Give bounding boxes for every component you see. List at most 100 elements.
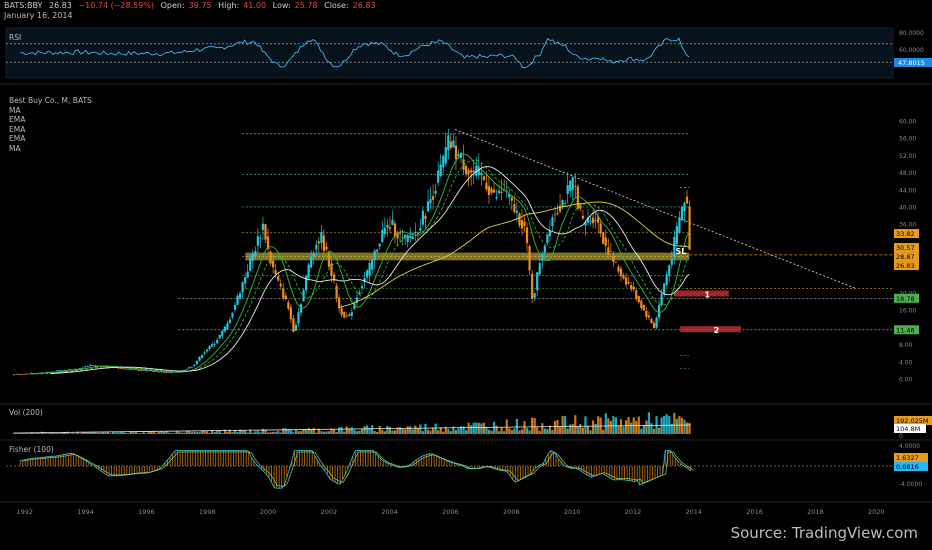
price-tick: 52.00 bbox=[899, 153, 916, 160]
candle-body bbox=[251, 253, 254, 261]
candle-body bbox=[86, 366, 89, 367]
volume-bar bbox=[86, 432, 89, 434]
candle-body bbox=[495, 196, 498, 199]
volume-bar bbox=[208, 432, 211, 434]
volume-bar bbox=[56, 433, 59, 434]
volume-bar bbox=[249, 429, 252, 434]
candle-body bbox=[437, 170, 440, 183]
legend-title[interactable]: Best Buy Co., M, BATS bbox=[9, 96, 92, 105]
candle-body bbox=[429, 199, 432, 204]
candle-body bbox=[635, 290, 638, 299]
candle-body bbox=[391, 219, 394, 225]
x-axis-tick: 2012 bbox=[625, 508, 642, 516]
volume-badge-2-text: 104.8M bbox=[896, 425, 920, 433]
candle-body bbox=[642, 305, 645, 311]
candle-body bbox=[338, 297, 341, 309]
volume-bar bbox=[564, 416, 567, 434]
price-tick: 16.00 bbox=[899, 308, 916, 315]
legend-ema-3[interactable]: EMA bbox=[9, 134, 26, 143]
volume-bar bbox=[53, 432, 56, 434]
volume-bar bbox=[320, 431, 323, 434]
candle-body bbox=[599, 223, 602, 234]
volume-bar bbox=[162, 432, 166, 434]
volume-bar bbox=[289, 430, 292, 434]
candle-body bbox=[167, 372, 171, 373]
x-axis-tick: 2020 bbox=[868, 508, 885, 516]
candle-body bbox=[439, 164, 442, 176]
open-label: Open: bbox=[160, 1, 185, 10]
candle-body bbox=[538, 263, 541, 275]
candle-body bbox=[350, 312, 353, 316]
candle-body bbox=[355, 297, 359, 303]
candle-body bbox=[213, 343, 216, 345]
volume-bar bbox=[447, 429, 450, 434]
candle-body bbox=[551, 217, 554, 227]
symbol-name[interactable]: BATS:BBY bbox=[4, 1, 43, 10]
legend-ema-2[interactable]: EMA bbox=[9, 124, 26, 134]
candle-body bbox=[147, 370, 150, 372]
candle-body bbox=[556, 212, 559, 215]
volume-bar bbox=[409, 426, 412, 434]
candle-body bbox=[96, 365, 99, 367]
candle-body bbox=[533, 293, 536, 298]
candle-body bbox=[89, 364, 92, 366]
candle-body bbox=[477, 166, 480, 175]
candle-body bbox=[76, 368, 79, 370]
candle-body bbox=[256, 236, 259, 246]
volume-bar bbox=[434, 423, 437, 434]
candle-body bbox=[614, 262, 618, 263]
volume-bar bbox=[551, 429, 554, 434]
volume-bar bbox=[640, 428, 643, 434]
volume-bar bbox=[442, 431, 445, 434]
volume-bar bbox=[513, 428, 516, 434]
candle-body bbox=[129, 368, 132, 370]
low-label: Low: bbox=[272, 1, 291, 10]
candle-body bbox=[127, 368, 130, 370]
volume-bar bbox=[617, 425, 620, 434]
volume-bar bbox=[211, 430, 214, 434]
fisher-badge-1-text: 1.6327 bbox=[896, 454, 919, 462]
volume-bar bbox=[345, 426, 348, 434]
candle-body bbox=[482, 176, 485, 180]
volume-bar bbox=[528, 430, 531, 434]
volume-bar bbox=[294, 430, 298, 434]
candle-body bbox=[30, 372, 33, 374]
legend-ema-1[interactable]: EMA bbox=[9, 115, 26, 124]
candle-body bbox=[94, 365, 97, 367]
candle-body bbox=[619, 268, 623, 277]
fisher-trigger-line bbox=[23, 451, 694, 487]
volume-bar bbox=[79, 433, 82, 434]
candle-body bbox=[607, 247, 610, 256]
rsi-tick: 60.0000 bbox=[899, 47, 924, 54]
symbol-header: BATS:BBY 26.83 −10.74 (−28.59%) Open: 39.… bbox=[4, 1, 380, 10]
volume-bar bbox=[58, 433, 61, 434]
candle-body bbox=[515, 210, 518, 213]
candle-body bbox=[411, 236, 414, 239]
candle-body bbox=[211, 344, 214, 347]
volume-bar bbox=[566, 428, 569, 434]
volume-bar bbox=[38, 432, 41, 434]
candle-body bbox=[462, 159, 465, 170]
candle-body bbox=[188, 366, 191, 369]
volume-bar bbox=[543, 428, 546, 434]
volume-bar bbox=[284, 428, 287, 434]
fisher-badge-2 bbox=[894, 462, 928, 471]
candle-body bbox=[675, 225, 678, 245]
price-tick: 48.00 bbox=[899, 170, 916, 177]
candle-body bbox=[79, 368, 82, 369]
volume-bar bbox=[170, 432, 173, 434]
volume-bar bbox=[680, 417, 684, 434]
volume-bar bbox=[355, 431, 359, 434]
legend-ma-2[interactable]: MA bbox=[9, 143, 21, 153]
legend-ma-1[interactable]: MA bbox=[9, 105, 21, 115]
target-2-annotation: 2 bbox=[714, 326, 720, 335]
price-tick: 56.00 bbox=[899, 136, 916, 143]
candle-body bbox=[106, 366, 110, 368]
x-axis-tick: 2008 bbox=[503, 508, 520, 516]
volume-bar bbox=[246, 432, 249, 434]
volume-bar bbox=[264, 429, 267, 434]
candle-body bbox=[498, 190, 501, 194]
volume-bar bbox=[602, 429, 605, 434]
volume-bar bbox=[556, 420, 559, 434]
